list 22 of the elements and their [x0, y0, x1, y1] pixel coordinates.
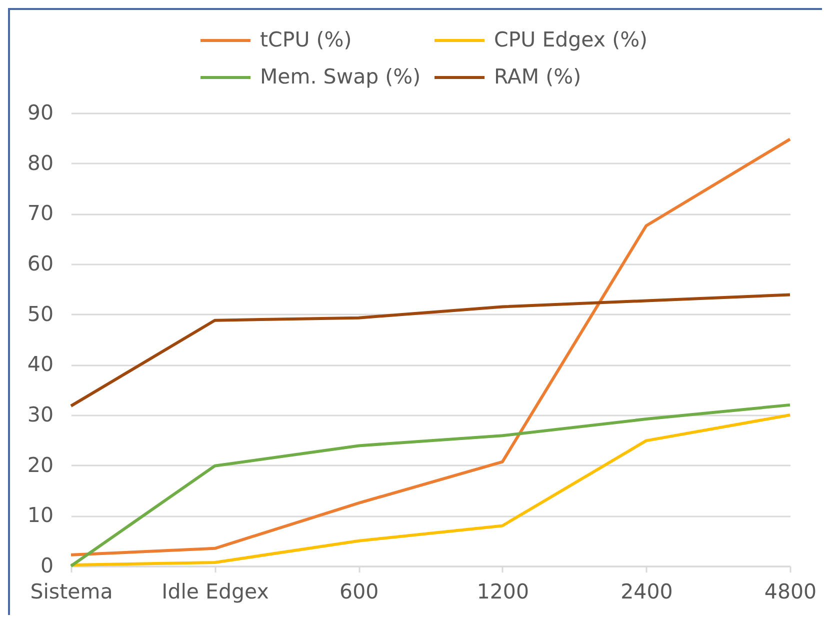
y-tick-label: 70 [27, 201, 54, 226]
x-tick-label: Sistema [30, 580, 113, 604]
legend-label: RAM (%) [494, 64, 582, 88]
y-tick-label: 50 [27, 302, 54, 326]
y-tick-label: 30 [27, 402, 54, 426]
legend-label: Mem. Swap (%) [260, 64, 421, 88]
x-tick-label: Idle Edgex [162, 580, 269, 604]
x-tick-label: 1200 [476, 580, 529, 604]
y-tick-label: 80 [27, 150, 54, 175]
y-tick-label: 20 [27, 452, 54, 477]
y-tick-label: 90 [27, 100, 54, 124]
y-tick-label: 40 [27, 352, 54, 376]
y-tick-label: 10 [27, 503, 54, 528]
line-series [70, 293, 792, 408]
legend-label: tCPU (%) [260, 28, 352, 52]
x-tick-label: 600 [340, 580, 379, 604]
y-tick-label: 0 [40, 554, 54, 578]
legend-label: CPU Edgex (%) [494, 28, 648, 52]
x-tick-label: 2400 [620, 580, 673, 604]
line-series [70, 138, 792, 556]
x-tick-label: 4800 [764, 580, 817, 604]
y-tick-label: 60 [27, 252, 54, 276]
